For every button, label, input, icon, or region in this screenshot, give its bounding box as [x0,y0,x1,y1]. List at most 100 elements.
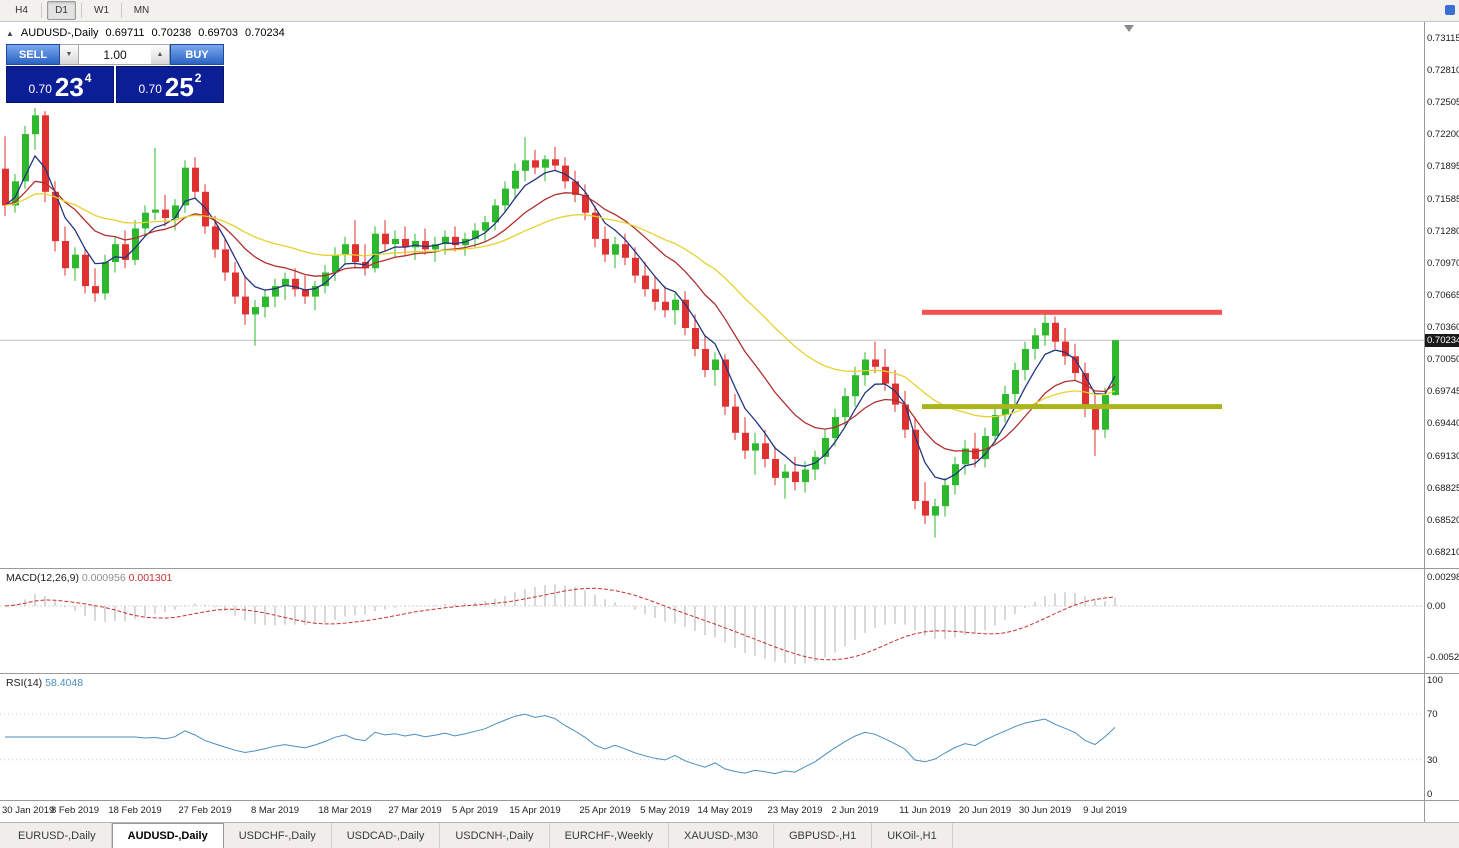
candle [1052,316,1059,349]
candle [282,272,289,300]
candle [992,406,999,444]
rsi-pane[interactable]: RSI(14) 58.4048 [0,674,1424,800]
timeframe-h4-button[interactable]: H4 [15,5,28,16]
macd-name: MACD(12,26,9) [6,572,79,584]
volume-down-button[interactable]: ▼ [60,44,79,65]
tab-audusd-daily[interactable]: AUDUSD-,Daily [111,823,224,848]
price-axis-label: 0.70050 [1427,354,1459,366]
buy-button[interactable]: BUY [170,44,224,65]
candle [42,111,49,203]
tab-usdchf-daily[interactable]: USDCHF-,Daily [224,823,332,848]
price-pane[interactable]: ▲ AUDUSD-,Daily 0.69711 0.70238 0.69703 … [0,22,1424,568]
candle [182,160,189,213]
candle [132,220,139,266]
date-axis[interactable]: 30 Jan 2019 8 Feb 2019 18 Feb 2019 27 Feb 2… [0,801,1424,822]
tab-xauusd-m30[interactable]: XAUUSD-,M30 [669,823,774,848]
macd-signal-value: 0.001301 [128,572,173,584]
sell-price-big: 23 [54,71,84,102]
tab-eurusd-daily[interactable]: EURUSD-,Daily [3,823,112,848]
candle [382,220,389,252]
sell-button[interactable]: SELL [6,44,60,65]
price-axis-label: 0.71585 [1427,193,1459,205]
macd-main-value: 0.000956 [81,572,126,584]
buy-price-button[interactable]: 0.70 25 2 [116,66,224,103]
candle [572,170,579,203]
symbol-label: AUDUSD-,Daily [20,27,99,39]
sell-price-sup: 4 [84,71,92,85]
tab-eurchf-weekly[interactable]: EURCHF-,Weekly [550,823,669,848]
candle [402,226,409,255]
date-axis-label: 2 Jun 2019 [831,805,879,816]
one-click-trading-panel: SELL ▼ 1.00 ▲ BUY 0.70 23 4 0.70 25 2 [6,44,224,103]
macd-chart [0,584,1424,664]
candle [902,390,909,438]
macd-label: MACD(12,26,9) 0.000956 0.001301 [6,572,172,584]
candle [392,230,399,258]
chart-tabs: EURUSD-,Daily AUDUSD-,Daily USDCHF-,Dail… [0,822,1459,848]
price-axis-label: 0.70665 [1427,290,1459,301]
candle [2,136,9,216]
date-axis-label: 8 Mar 2019 [250,805,300,816]
candle [982,427,989,468]
candle [242,275,249,325]
chart-region: ▲ AUDUSD-,Daily 0.69711 0.70238 0.69703 … [0,22,1459,822]
volume-input[interactable]: 1.00 [79,44,151,65]
candle [472,223,479,248]
pane-separator[interactable] [0,673,1459,674]
chart-shift-marker-icon[interactable] [1124,25,1134,32]
candle [642,262,649,297]
moving-average-line [4,154,1116,481]
candle [482,215,489,241]
candle [1112,339,1119,396]
candle [732,394,739,441]
tab-usdcnh-daily[interactable]: USDCNH-,Daily [440,823,550,848]
sell-price-button[interactable]: 0.70 23 4 [6,66,114,103]
price-axis-label: 0.70970 [1427,258,1459,270]
candle [72,247,79,281]
candle [912,417,919,510]
support-line[interactable] [922,404,1222,410]
candle [712,352,719,386]
tab-ukoil-h1[interactable]: UKOil-,H1 [872,823,953,848]
candle [942,477,949,517]
rsi-axis-label: 30 [1427,754,1438,766]
candle [1002,385,1009,423]
candle [332,247,339,281]
moving-average-line [4,193,1116,418]
candle [662,286,669,318]
candle [222,238,229,281]
toolbar-divider [41,3,42,18]
date-axis-label: 18 Mar 2019 [318,805,372,816]
candle [782,464,789,499]
timeframe-d1-button[interactable]: D1 [47,1,76,20]
chart-title: ▲ AUDUSD-,Daily 0.69711 0.70238 0.69703 … [6,27,285,39]
tab-usdcad-daily[interactable]: USDCAD-,Daily [332,823,441,848]
macd-axis-label: 0.00 [1427,600,1446,612]
collapse-arrow-icon[interactable]: ▲ [6,28,14,38]
candle [752,432,759,475]
candle [862,352,869,386]
candle [562,157,569,189]
rsi-axis-label: 100 [1427,675,1443,686]
candle [792,456,799,491]
timeframe-toolbar: H4 D1 W1 MN [0,0,1459,22]
pane-separator[interactable] [0,568,1459,569]
price-axis-label: 0.69440 [1427,418,1459,430]
timeframe-mn-button[interactable]: MN [133,5,150,16]
tab-gbpusd-h1[interactable]: GBPUSD-,H1 [774,823,873,848]
pane-separator [0,800,1459,801]
timeframe-w1-button[interactable]: W1 [94,5,109,16]
macd-axis: 0.002984 0.00 -0.00525 [1425,569,1459,673]
candle [62,226,69,276]
candle [452,226,459,252]
candle [232,262,239,304]
price-divider [114,66,116,103]
candle [312,280,319,311]
candle [692,314,699,357]
volume-up-button[interactable]: ▲ [151,44,170,65]
candle [272,278,279,308]
candle [492,199,499,231]
resistance-line[interactable] [922,309,1222,315]
window-corner-icon[interactable] [1445,5,1455,15]
macd-pane[interactable]: MACD(12,26,9) 0.000956 0.001301 [0,569,1424,673]
